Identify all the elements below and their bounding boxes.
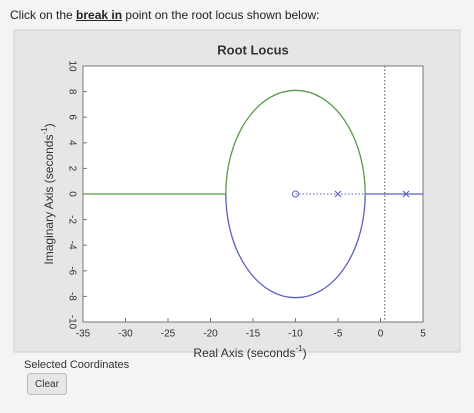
x-tick-label: -20 [203,329,218,340]
zero [292,190,299,198]
y-axis-label: Imaginary Axis (seconds-1) [40,123,56,264]
y-tick-label: -10 [66,315,77,330]
y-tick-label: 10 [66,60,77,72]
y-tick-label: 2 [66,166,77,172]
y-tick-label: 8 [66,89,77,95]
x-tick-label: -35 [76,329,91,340]
pole [402,190,410,198]
clear-button[interactable]: Clear [27,373,67,395]
y-tick-label: -8 [66,292,77,301]
y-tick-label: 0 [66,191,77,197]
label-sup: -1 [295,344,303,353]
pole [334,190,342,198]
prompt-text: Click on the [10,8,77,22]
y-tick-label: -6 [66,266,77,275]
x-axis-label: Real Axis (seconds-1) [193,344,306,360]
x-tick-label: -25 [161,329,176,340]
prompt: Click on the break in point on the root … [10,8,320,22]
x-tick-label: -10 [288,329,303,340]
locus-upper-arc [225,89,366,195]
x-tick-label: -15 [246,329,261,340]
chart-title: Root Locus [217,42,289,57]
label-text: ) [303,346,307,360]
label-text: Real Axis (seconds [193,346,295,360]
label-sup: -1 [40,127,49,135]
x-tick-label: -5 [334,329,343,340]
x-tick-label: -30 [118,329,133,340]
prompt-text: point on the root locus shown below: [122,8,320,22]
selected-coordinates-label: Selected Coordinates [24,359,130,371]
prompt-emphasis: break in [76,8,123,22]
label-text: Imaginary Axis (seconds [42,135,56,265]
x-tick-label: 5 [420,329,426,340]
y-tick-label: 4 [66,140,77,146]
y-tick-label: -2 [66,215,77,224]
y-tick-label: -4 [66,241,77,250]
locus-lower-arc [225,193,366,299]
label-text: ) [42,123,56,127]
x-tick-label: 0 [378,329,384,340]
y-tick-label: 6 [66,114,77,120]
